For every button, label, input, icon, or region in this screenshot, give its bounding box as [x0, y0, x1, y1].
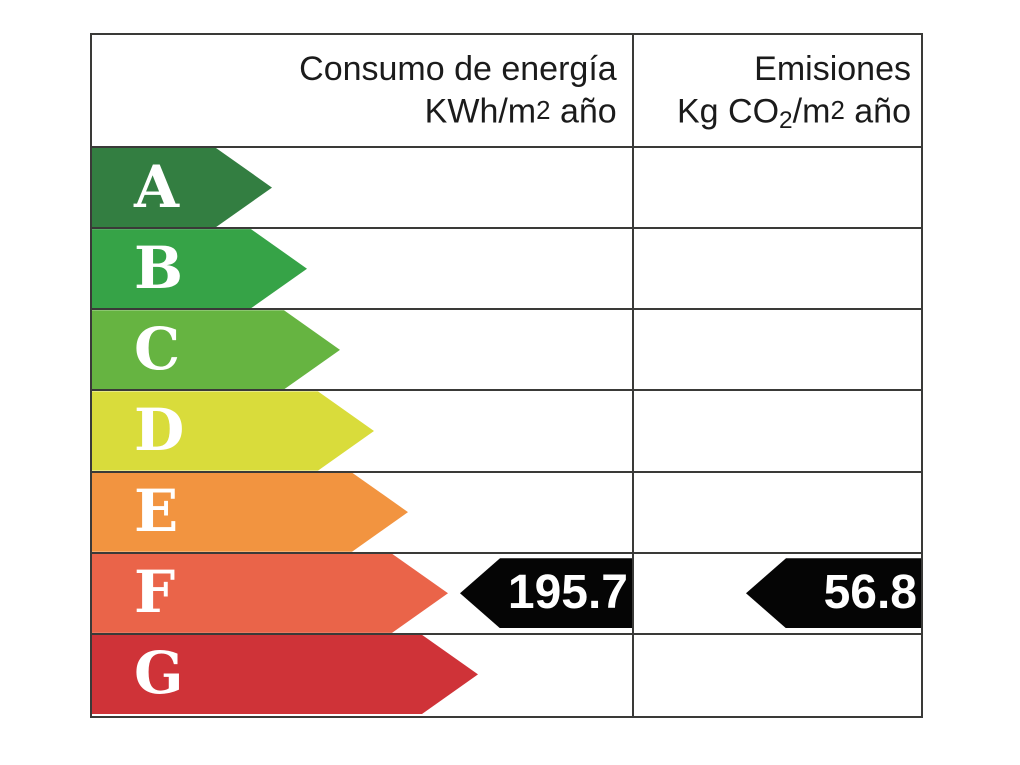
rating-table: Consumo de energía KWh/m2 año Emisiones …: [90, 33, 923, 718]
rating-bar-d: D: [92, 391, 374, 470]
rating-row-b: B: [92, 227, 921, 308]
consumption-value: 195.7: [507, 566, 628, 620]
rating-letter: B: [134, 233, 184, 302]
subscript-2: 2: [779, 106, 793, 134]
rating-letter: F: [134, 558, 176, 627]
rating-bar-b: B: [92, 229, 307, 308]
rating-row-e: E: [92, 470, 921, 552]
header-row: Consumo de energía KWh/m2 año Emisiones …: [92, 35, 921, 148]
rating-row-c: C: [92, 308, 921, 389]
rating-row-f: F 195.7 56.8: [92, 551, 921, 633]
rating-letter: A: [134, 152, 180, 221]
rating-letter: E: [134, 476, 179, 545]
consumption-unit: KWh/m2 año: [424, 92, 617, 131]
rating-bar-g: G: [92, 635, 478, 714]
column-divider: [632, 35, 634, 716]
rating-letter: D: [134, 395, 185, 464]
rating-rows: A B C D E: [92, 148, 921, 714]
emissions-unit: Kg CO2/m2 año: [677, 92, 911, 134]
emissions-value: 56.8: [823, 566, 917, 620]
rating-bar-f: F: [92, 554, 448, 633]
rating-bar-c: C: [92, 310, 340, 389]
consumption-header: Consumo de energía KWh/m2 año: [92, 35, 633, 146]
consumption-value-arrow-icon: 195.7: [460, 558, 632, 629]
emissions-value-arrow-icon: 56.8: [746, 558, 921, 629]
rating-bar-a: A: [92, 148, 272, 227]
emissions-header: Emisiones Kg CO2/m2 año: [635, 35, 921, 146]
rating-bar-e: E: [92, 473, 408, 552]
rating-letter: C: [134, 314, 181, 383]
rating-letter: G: [134, 639, 184, 708]
consumption-title: Consumo de energía: [299, 50, 617, 88]
emissions-title: Emisiones: [754, 50, 911, 88]
rating-row-d: D: [92, 389, 921, 470]
rating-row-a: A: [92, 148, 921, 227]
superscript-2: 2: [536, 97, 551, 125]
rating-row-g: G: [92, 632, 921, 714]
superscript-2: 2: [830, 97, 845, 125]
